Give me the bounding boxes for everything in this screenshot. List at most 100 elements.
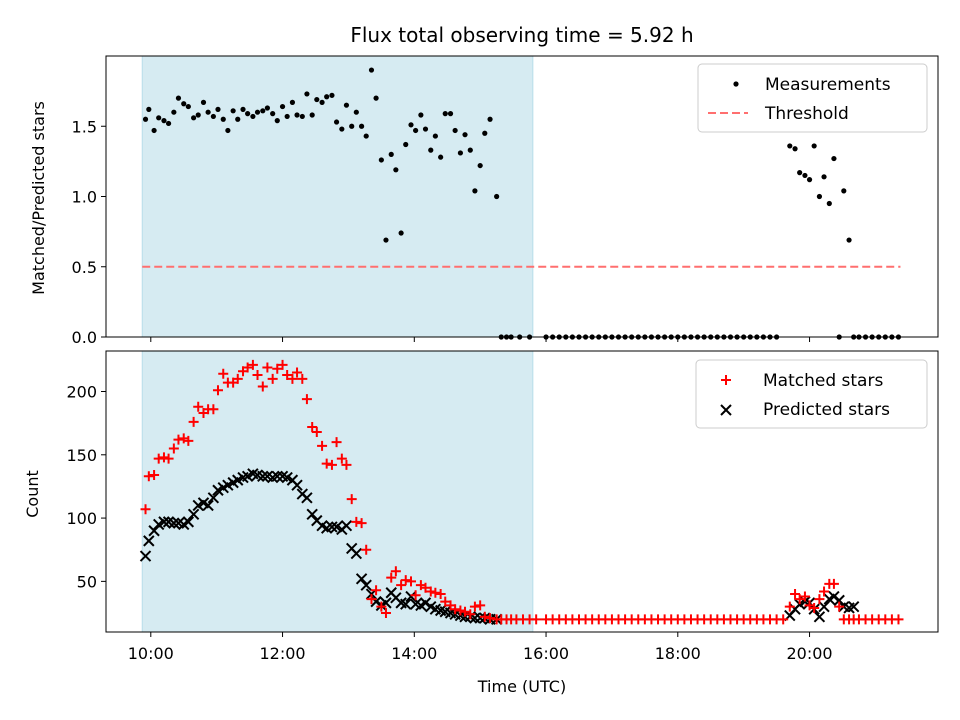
measurement-point bbox=[642, 334, 648, 340]
measurement-point bbox=[543, 334, 549, 340]
matched-star-point bbox=[376, 601, 387, 612]
matched-star-point bbox=[140, 504, 151, 515]
predicted-star-point bbox=[326, 521, 338, 533]
predicted-star-point bbox=[818, 600, 830, 613]
measurement-point bbox=[383, 237, 389, 243]
measurement-point bbox=[161, 118, 167, 124]
measurement-point bbox=[851, 334, 857, 340]
measurement-point bbox=[862, 334, 869, 340]
measurement-point bbox=[353, 109, 359, 115]
measurement-point bbox=[787, 143, 793, 149]
predicted-star-point bbox=[847, 600, 860, 613]
measurement-point bbox=[734, 334, 740, 340]
predicted-star-point bbox=[148, 525, 160, 537]
matched-star-point bbox=[326, 459, 337, 470]
measurement-point bbox=[754, 334, 760, 340]
measurement-point bbox=[675, 334, 681, 340]
measurement-point bbox=[550, 334, 556, 340]
measurement-point bbox=[240, 106, 246, 112]
matched-star-point bbox=[272, 363, 283, 374]
measurement-point bbox=[284, 113, 290, 120]
measurement-point bbox=[831, 155, 837, 162]
legend-matched-marker bbox=[721, 375, 731, 385]
count-y-tick-label: 50 bbox=[77, 572, 97, 591]
measurement-point bbox=[662, 334, 668, 340]
measurement-point bbox=[200, 99, 207, 105]
measurement-point bbox=[655, 334, 661, 340]
matched-star-point bbox=[149, 470, 160, 481]
measurement-point bbox=[319, 99, 325, 105]
matched-star-point bbox=[321, 458, 332, 469]
measurement-point bbox=[205, 109, 211, 115]
measurement-point bbox=[714, 334, 720, 340]
predicted-star-point bbox=[143, 535, 155, 547]
matched-star-point bbox=[366, 594, 377, 605]
measurement-point bbox=[230, 108, 236, 114]
legend-predicted-marker bbox=[720, 404, 732, 416]
matched-star-point bbox=[485, 613, 496, 624]
ratio-shaded-band bbox=[141, 55, 534, 338]
matched-star-point bbox=[287, 373, 298, 384]
measurement-point bbox=[254, 109, 261, 115]
matched-star-point bbox=[247, 359, 258, 370]
predicted-star-point bbox=[168, 517, 180, 529]
measurement-point bbox=[151, 127, 157, 134]
matched-star-point bbox=[153, 453, 164, 464]
measurement-point bbox=[274, 118, 280, 124]
chart-title: Flux total observing time = 5.92 h bbox=[350, 23, 693, 47]
measurement-point bbox=[556, 334, 562, 340]
matched-star-point bbox=[341, 459, 352, 470]
measurement-point bbox=[333, 119, 340, 125]
matched-star-point bbox=[297, 373, 308, 384]
measurement-point bbox=[195, 112, 201, 118]
predicted-star-point bbox=[405, 590, 417, 603]
measurement-point bbox=[760, 334, 767, 340]
matched-star-point bbox=[262, 362, 273, 373]
matched-star-point bbox=[168, 443, 179, 454]
measurement-point bbox=[270, 111, 276, 117]
x-tick-label: 16:00 bbox=[523, 644, 569, 663]
measurement-point bbox=[299, 113, 305, 120]
legend-matched-label: Matched stars bbox=[763, 371, 883, 391]
matched-star-point bbox=[819, 586, 830, 597]
measurement-point bbox=[343, 102, 350, 108]
matched-star-point bbox=[218, 368, 229, 379]
matched-star-point bbox=[252, 370, 263, 381]
measurement-point bbox=[767, 334, 773, 340]
matched-star-point bbox=[158, 452, 169, 463]
matched-star-point bbox=[317, 440, 328, 451]
x-tick-label: 18:00 bbox=[655, 644, 701, 663]
x-tick-label: 10:00 bbox=[128, 644, 174, 663]
measurement-point bbox=[602, 334, 608, 340]
predicted-star-point bbox=[828, 590, 840, 603]
predicted-star-point bbox=[182, 516, 195, 528]
matched-star-point bbox=[371, 585, 382, 596]
predicted-star-point bbox=[419, 597, 432, 609]
measurement-point bbox=[774, 334, 780, 340]
measurement-point bbox=[517, 334, 523, 340]
count-y-axis-title: Count bbox=[23, 470, 42, 518]
matched-star-point bbox=[460, 606, 471, 617]
measurement-point bbox=[191, 115, 197, 121]
measurement-point bbox=[876, 334, 882, 340]
measurement-point bbox=[846, 237, 852, 243]
matched-star-point bbox=[267, 373, 278, 384]
measurement-point bbox=[487, 116, 493, 122]
count-y-tick-label: 150 bbox=[66, 446, 97, 465]
measurement-point bbox=[378, 157, 384, 163]
measurement-point bbox=[215, 106, 221, 112]
ratio-y-tick-label: 0.5 bbox=[72, 258, 97, 277]
measurement-point bbox=[526, 334, 533, 340]
measurement-point bbox=[422, 126, 429, 132]
measurement-point bbox=[388, 151, 394, 157]
measurement-point bbox=[482, 130, 488, 136]
measurement-point bbox=[569, 334, 575, 340]
predicted-star-point bbox=[158, 516, 170, 528]
measurement-point bbox=[494, 193, 500, 200]
measurement-point bbox=[438, 154, 444, 160]
matched-star-point bbox=[425, 586, 436, 597]
measurement-point bbox=[294, 112, 300, 118]
measurement-point bbox=[329, 92, 335, 98]
matched-star-point bbox=[307, 421, 318, 432]
measurement-point bbox=[181, 101, 187, 107]
